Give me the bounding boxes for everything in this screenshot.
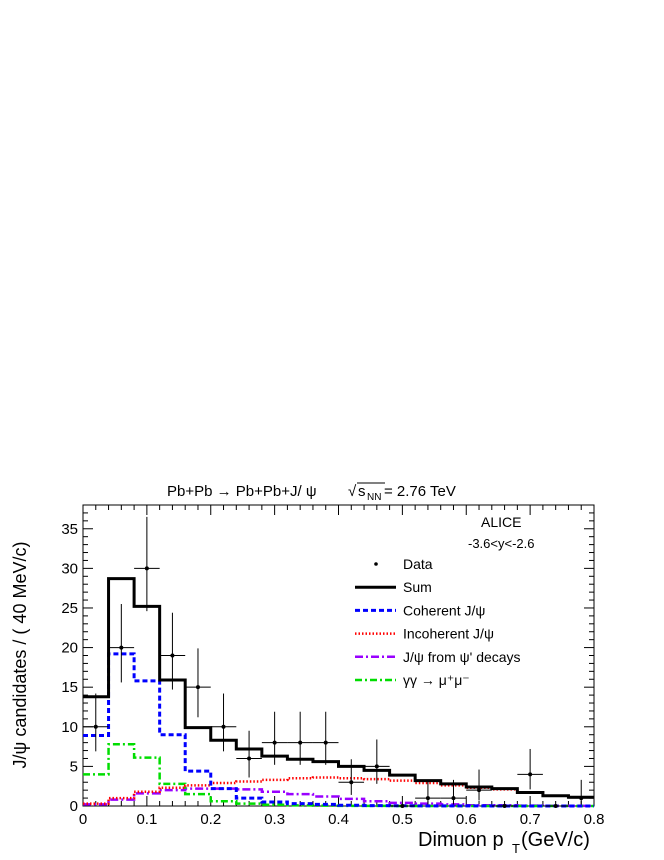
data-point [389,804,416,808]
annotation-experiment: ALICE [481,514,521,530]
title-nn-subscript: NN [367,492,381,503]
x-tick-label: 0.6 [456,811,477,828]
legend-entry: Sum [355,579,432,595]
data-point-marker [553,804,558,808]
y-axis: 0 5 10 15 20 25 30 35 [61,504,594,815]
y-tick-label: 30 [61,560,78,577]
legend-label: Data [403,556,433,572]
title-energy: = 2.76 TeV [384,483,456,500]
x-axis-label: Dimuon p T (GeV/c) [418,829,590,856]
x-tick-label: 0.5 [392,811,413,828]
y-tick-label: 0 [70,798,78,815]
annotation-rapidity: -3.6<y<-2.6 [468,536,535,551]
data-point [261,711,288,765]
series-layer [83,577,594,808]
data-point-marker [349,780,354,785]
data-point-marker [374,764,379,769]
legend-label: J/ψ from ψ' decays [403,649,521,665]
data-point-marker [221,724,226,729]
data-point-marker [298,740,303,745]
data-point [415,779,441,805]
data-point-marker [425,796,430,801]
data-point-marker [144,566,149,571]
data-point-marker [93,724,98,729]
data-point [517,748,543,790]
x-tick-label: 0.2 [200,811,221,828]
data-point [287,711,313,765]
legend-entry: Coherent J/ψ [355,602,485,618]
data-point-marker [247,756,252,761]
y-tick-label: 20 [61,640,78,657]
data-point [210,693,237,752]
y-tick-label: 5 [70,758,78,775]
x-tick-label: 0.1 [136,811,157,828]
data-point [364,739,390,784]
title-reaction: Pb+Pb → Pb+Pb+J/ ψ [167,483,317,500]
data-point [312,711,339,765]
legend-marker [374,562,378,566]
data-point [159,612,186,690]
data-point-marker [170,653,175,658]
x-axis: 0 0.1 0.2 0.3 0.4 0.5 0.6 0.7 0.8 [79,505,605,828]
y-tick-label: 10 [61,719,78,736]
data-point-marker [119,645,124,650]
data-point-marker [400,804,405,808]
data-point-marker [579,796,584,801]
data-point-marker [451,796,456,801]
legend: Data Sum Coherent J/ψ Incoherent J/ψ J/ψ fro… [355,556,521,688]
legend-label: Incoherent J/ψ [403,626,494,642]
legend-entry: γγ → μ⁺μ⁻ [355,672,470,688]
data-point-marker [502,804,507,808]
x-axis-label-unit: (GeV/c) [521,829,590,851]
data-point-marker [323,740,328,745]
x-axis-label-main: Dimuon p [418,829,504,851]
x-tick-label: 0.4 [328,811,349,828]
data-point [542,804,569,808]
data-point [440,779,467,805]
data-points-layer [83,516,594,808]
legend-entry: Incoherent J/ψ [355,626,494,642]
y-tick-label: 15 [61,679,78,696]
y-axis-label: J/ψ candidates / ( 40 MeV/c) [10,542,30,769]
data-point [185,648,211,718]
data-point-marker [272,740,277,745]
data-point [108,604,135,683]
data-point [491,804,518,808]
data-point [134,516,160,612]
series-line-j-from-decays [83,787,594,808]
x-tick-label: 0 [79,811,87,828]
data-point [83,693,109,752]
x-tick-label: 0.7 [520,811,541,828]
legend-label: Coherent J/ψ [403,602,485,618]
data-point [338,759,365,795]
legend-entry: J/ψ from ψ' decays [355,649,521,665]
data-point [466,769,492,801]
x-tick-label: 0.8 [584,811,605,828]
x-axis-label-subscript: T [512,841,520,856]
y-tick-label: 35 [61,521,78,538]
legend-label: γγ → μ⁺μ⁻ [403,672,470,688]
title-s: s [358,483,366,500]
title-sqrt-symbol: √ [348,483,357,500]
data-point-marker [528,772,533,777]
data-point-marker [477,788,482,793]
data-point [568,779,594,805]
legend-entry: Data [374,556,433,572]
y-tick-label: 25 [61,600,78,617]
x-tick-label: 0.3 [264,811,285,828]
data-point-marker [195,685,200,690]
legend-label: Sum [403,579,432,595]
chart-title: Pb+Pb → Pb+Pb+J/ ψ √ s NN = 2.76 TeV [167,482,456,503]
data-point [236,730,262,778]
